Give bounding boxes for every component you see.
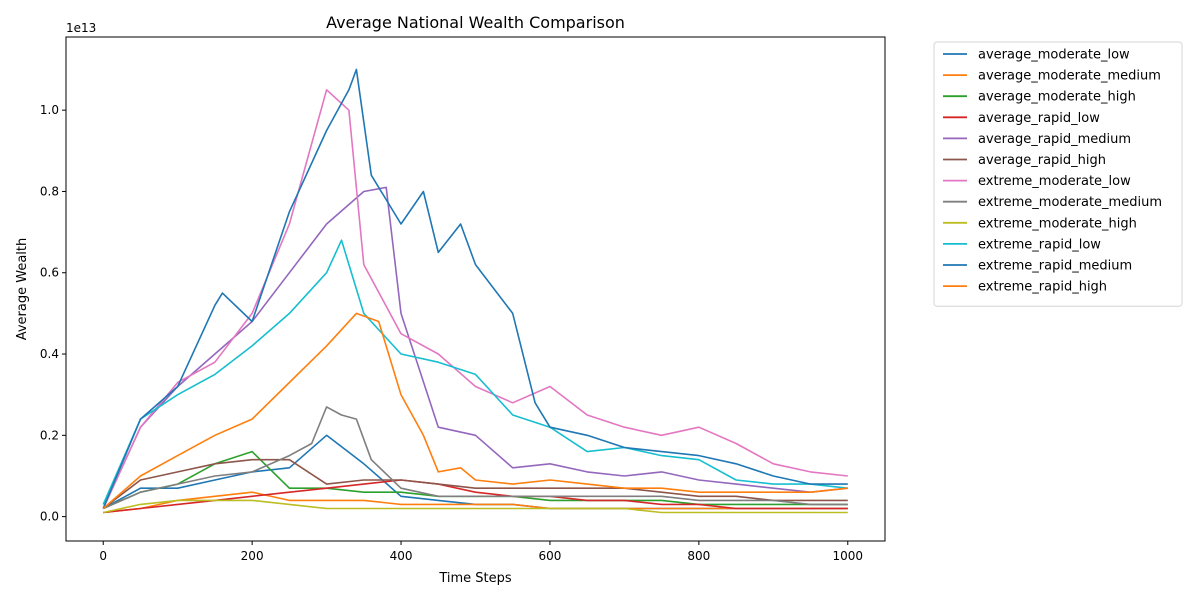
legend-label: extreme_rapid_medium bbox=[978, 259, 1132, 274]
legend-label: average_rapid_high bbox=[978, 153, 1106, 168]
series-line-extreme-moderate-high bbox=[103, 499, 848, 514]
legend: average_moderate_low average_moderate_med… bbox=[933, 41, 1183, 307]
x-axis-label: Time Steps bbox=[438, 571, 512, 586]
legend-label: extreme_rapid_high bbox=[978, 280, 1107, 295]
legend-label: extreme_moderate_high bbox=[978, 216, 1137, 231]
legend-box bbox=[933, 41, 1183, 307]
series-line-extreme-rapid-low bbox=[102, 239, 848, 505]
legend-label: average_moderate_low bbox=[978, 48, 1130, 63]
x-tick-label: 400 bbox=[390, 549, 413, 563]
series-line-extreme-rapid-high bbox=[102, 312, 848, 510]
x-tick-label: 0 bbox=[99, 549, 107, 563]
y-tick-label: 0.4 bbox=[40, 347, 59, 361]
legend-label: extreme_moderate_medium bbox=[978, 195, 1162, 210]
x-tick-label: 1000 bbox=[832, 549, 863, 563]
x-tick-label: 200 bbox=[241, 549, 264, 563]
y-tick-label: 0.0 bbox=[40, 510, 59, 524]
y-tick-label: 1.0 bbox=[40, 103, 59, 117]
series-line-extreme-moderate-medium bbox=[102, 406, 848, 510]
axes-frame bbox=[65, 36, 886, 542]
x-tick-label: 600 bbox=[539, 549, 562, 563]
series-lines bbox=[102, 68, 848, 514]
series-line-extreme-moderate-low bbox=[102, 89, 848, 509]
series-line-average-rapid-low bbox=[103, 479, 848, 514]
y-scale-label: 1e13 bbox=[66, 21, 96, 35]
legend-label: average_rapid_low bbox=[978, 111, 1100, 126]
plot-area bbox=[102, 68, 848, 514]
y-tick-label: 0.6 bbox=[40, 266, 59, 280]
x-tick-label: 800 bbox=[687, 549, 710, 563]
series-line-average-rapid-medium bbox=[102, 186, 848, 509]
legend-label: extreme_moderate_low bbox=[978, 174, 1131, 189]
y-tick-label: 0.8 bbox=[40, 184, 59, 198]
legend-label: average_moderate_medium bbox=[978, 69, 1161, 84]
series-line-average-moderate-low bbox=[102, 434, 848, 510]
series-line-average-rapid-high bbox=[102, 458, 848, 510]
legend-label: average_moderate_high bbox=[978, 90, 1136, 105]
legend-label: extreme_rapid_low bbox=[978, 237, 1101, 252]
chart-title: Average National Wealth Comparison bbox=[326, 13, 625, 32]
y-tick-label: 0.2 bbox=[40, 428, 59, 442]
axis-ticks: 0 200 400 600 800 1000 0.0 0.2 0.4 0.6 0.8 1.0 bbox=[40, 103, 863, 563]
series-line-average-moderate-medium bbox=[103, 491, 848, 514]
y-axis-label: Average Wealth bbox=[15, 238, 30, 341]
series-line-extreme-rapid-medium bbox=[102, 68, 848, 509]
legend-label: average_rapid_medium bbox=[978, 132, 1131, 147]
